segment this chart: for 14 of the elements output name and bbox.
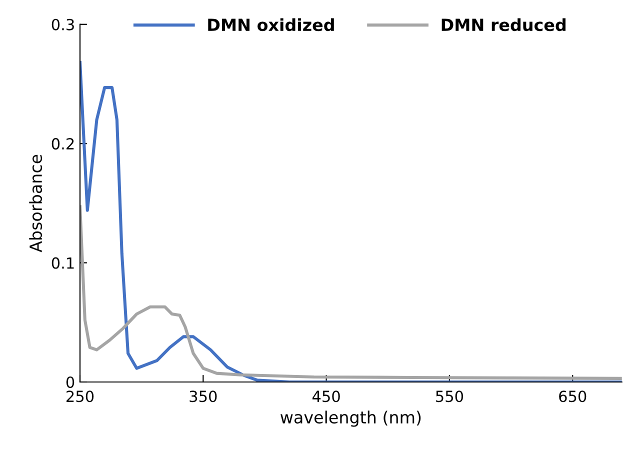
legend-label: DMN oxidized bbox=[208, 18, 334, 32]
y-tick-label: 0.2 bbox=[52, 138, 74, 150]
x-tick-label: 350 bbox=[190, 390, 217, 402]
x-axis-title: wavelength (nm) bbox=[280, 410, 421, 427]
y-tick-label: 0.3 bbox=[52, 18, 74, 30]
legend-label: DMN reduced bbox=[442, 18, 566, 32]
x-tick-label: 650 bbox=[559, 390, 586, 402]
x-tick-label: 250 bbox=[66, 390, 94, 402]
y-tick-label: 0 bbox=[66, 376, 74, 388]
x-tick-label: 450 bbox=[312, 390, 340, 402]
y-tick-label: 0.1 bbox=[52, 257, 74, 269]
line-series bbox=[80, 205, 622, 380]
x-tick-label: 550 bbox=[436, 390, 464, 402]
y-axis-title: Absorbance bbox=[29, 154, 42, 252]
